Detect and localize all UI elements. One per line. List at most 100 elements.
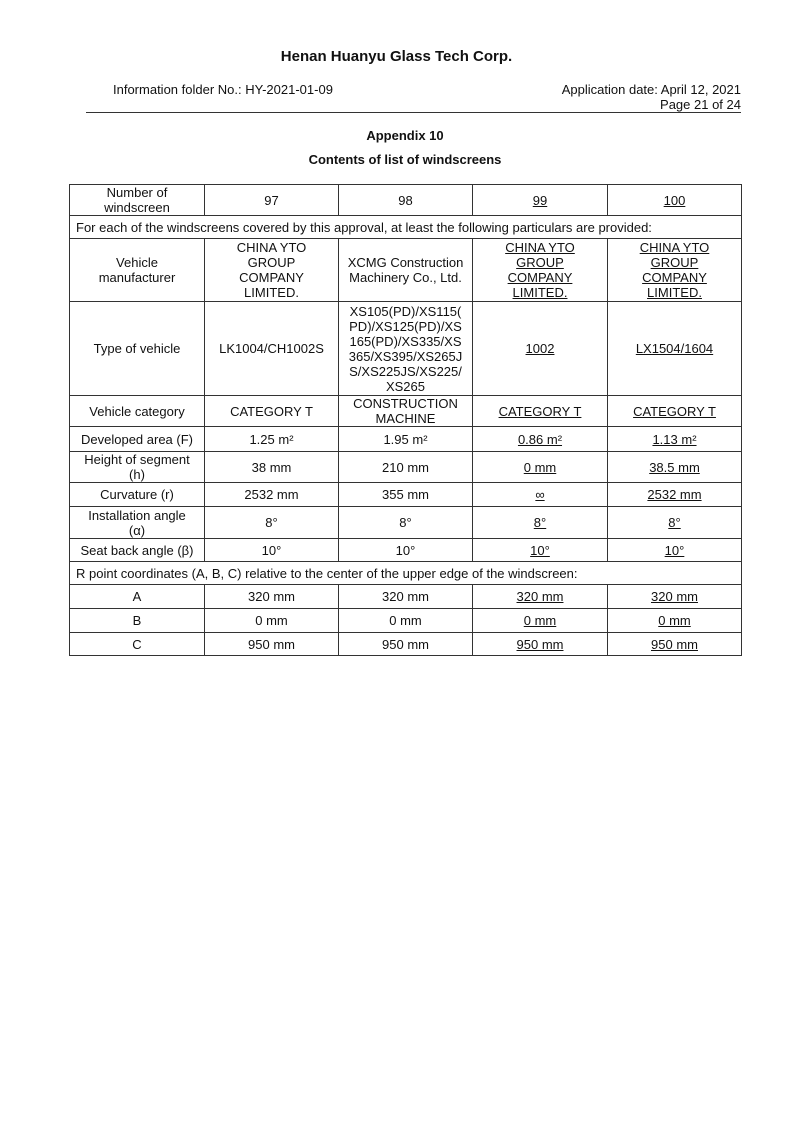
table-cell: 1.95 m² <box>338 426 473 452</box>
cell-value: 10° <box>261 542 282 558</box>
table-row: Installation angle (α) 8° 8° 8° 8° <box>69 506 742 539</box>
table-cell: 1002 <box>472 301 608 396</box>
row-label: B <box>69 608 205 633</box>
cell-value: CONSTRUCTION MACHINE <box>353 396 458 426</box>
cell-value: ∞ <box>535 487 545 502</box>
table-cell: 210 mm <box>338 451 473 483</box>
cell-value: 8° <box>533 515 547 530</box>
cell-value: CHINA YTO GROUP COMPANY LIMITED. <box>505 240 575 300</box>
table-cell: 97 <box>204 184 339 216</box>
row-label: Height of segment (h) <box>69 451 205 483</box>
cell-value: CATEGORY T <box>498 403 582 419</box>
row-label: Seat back angle (β) <box>69 538 205 562</box>
cell-value: 2532 mm <box>647 487 702 502</box>
cell-value: 0 mm <box>523 459 557 475</box>
cell-value: 950 mm <box>248 636 295 652</box>
table-cell: 950 mm <box>472 632 608 656</box>
table-cell: 320 mm <box>472 584 608 609</box>
table-cell: 10° <box>338 538 473 562</box>
table-cell: 0.86 m² <box>472 426 608 452</box>
company-name: Henan Huanyu Glass Tech Corp. <box>280 48 513 65</box>
table-cell: XCMG Construction Machinery Co., Ltd. <box>338 238 473 302</box>
table-row: Curvature (r) 2532 mm 355 mm ∞ 2532 mm <box>69 482 742 507</box>
header-divider <box>86 112 741 113</box>
table-cell: 2532 mm <box>607 482 742 507</box>
cell-value: 8° <box>399 515 412 530</box>
cell-value: CHINA YTO GROUP COMPANY LIMITED. <box>639 240 710 300</box>
table-cell: 2532 mm <box>204 482 339 507</box>
number-of-windscreen-row: Number of windscreen 97 98 99 100 <box>69 184 742 216</box>
cell-value: 320 mm <box>248 589 295 604</box>
cell-value: 99 <box>532 192 548 208</box>
r-point-row: C 950 mm 950 mm 950 mm 950 mm <box>69 632 742 656</box>
cell-value: 950 mm <box>382 636 429 652</box>
table-row: Height of segment (h) 38 mm 210 mm 0 mm 38.5… <box>69 451 742 483</box>
table-cell: CATEGORY T <box>204 395 339 427</box>
cell-value: 100 <box>663 192 686 208</box>
table-cell: 99 <box>472 184 608 216</box>
table-cell: 10° <box>607 538 742 562</box>
table-cell: 950 mm <box>204 632 339 656</box>
cell-value: LK1004/CH1002S <box>219 341 324 356</box>
cell-value: 98 <box>398 192 413 208</box>
table-cell: 8° <box>204 506 339 539</box>
cell-value: 950 mm <box>651 636 698 652</box>
cell-value: CHINA YTO GROUP COMPANY LIMITED. <box>236 240 307 300</box>
table-cell: 8° <box>607 506 742 539</box>
table-cell: LX1504/1604 <box>607 301 742 396</box>
cell-value: 2532 mm <box>244 487 299 502</box>
table-cell: 38.5 mm <box>607 451 742 483</box>
table-cell: 320 mm <box>607 584 742 609</box>
cell-value: 1.25 m² <box>249 431 294 447</box>
cell-value: 1002 <box>525 341 555 356</box>
appendix-subtitle: Contents of list of windscreens <box>308 152 502 167</box>
information-folder-number: Information folder No.: HY-2021-01-09 <box>113 82 333 97</box>
cell-value: 38 mm <box>251 459 292 475</box>
table-cell: 0 mm <box>607 608 742 633</box>
r-point-row: B 0 mm 0 mm 0 mm 0 mm <box>69 608 742 633</box>
cell-value: 0.86 m² <box>517 431 563 447</box>
particulars-note-text: For each of the windscreens covered by t… <box>69 215 742 239</box>
table-cell: CHINA YTO GROUP COMPANY LIMITED. <box>472 238 608 302</box>
table-row: Type of vehicle LK1004/CH1002S XS105(PD)/X… <box>69 301 742 396</box>
cell-value: 10° <box>530 542 550 558</box>
row-label: Developed area (F) <box>69 426 205 452</box>
cell-value: 0 mm <box>389 613 422 628</box>
row-label: C <box>69 632 205 656</box>
cell-value: 320 mm <box>382 589 429 604</box>
cell-value: 8° <box>265 515 278 530</box>
row-label: Installation angle (α) <box>69 506 205 539</box>
table-cell: 0 mm <box>204 608 339 633</box>
cell-value: 97 <box>264 192 279 208</box>
table-cell: 320 mm <box>204 584 339 609</box>
table-cell: 100 <box>607 184 742 216</box>
table-row: Seat back angle (β) 10° 10° 10° 10° <box>69 538 742 562</box>
windscreens-table: Number of windscreen 97 98 99 100 For each of… <box>69 184 742 656</box>
table-cell: 8° <box>338 506 473 539</box>
table-cell: 0 mm <box>472 608 608 633</box>
cell-value: 355 mm <box>382 487 429 502</box>
row-label: Vehicle category <box>69 395 205 427</box>
cell-value: CATEGORY T <box>230 403 313 419</box>
row-label: Number of windscreen <box>69 184 205 216</box>
cell-value: 1.95 m² <box>383 431 428 447</box>
cell-value: 10° <box>664 542 685 558</box>
table-row: Vehicle manufacturer CHINA YTO GROUP COMP… <box>69 238 742 302</box>
row-label: Type of vehicle <box>69 301 205 396</box>
cell-value: 320 mm <box>651 589 698 604</box>
table-cell: 38 mm <box>204 451 339 483</box>
table-row: Developed area (F) 1.25 m² 1.95 m² 0.86 m² 1… <box>69 426 742 452</box>
r-point-note-text: R point coordinates (A, B, C) relative t… <box>69 561 742 585</box>
cell-value: 0 mm <box>255 613 288 628</box>
table-cell: 10° <box>472 538 608 562</box>
table-cell: LK1004/CH1002S <box>204 301 339 396</box>
table-cell: 8° <box>472 506 608 539</box>
table-cell: CATEGORY T <box>472 395 608 427</box>
r-point-row: A 320 mm 320 mm 320 mm 320 mm <box>69 584 742 609</box>
cell-value: LX1504/1604 <box>635 341 714 356</box>
cell-value: 0 mm <box>658 613 691 628</box>
cell-value: 0 mm <box>523 613 557 628</box>
table-cell: 10° <box>204 538 339 562</box>
table-cell: CHINA YTO GROUP COMPANY LIMITED. <box>204 238 339 302</box>
table-cell: CONSTRUCTION MACHINE <box>338 395 473 427</box>
